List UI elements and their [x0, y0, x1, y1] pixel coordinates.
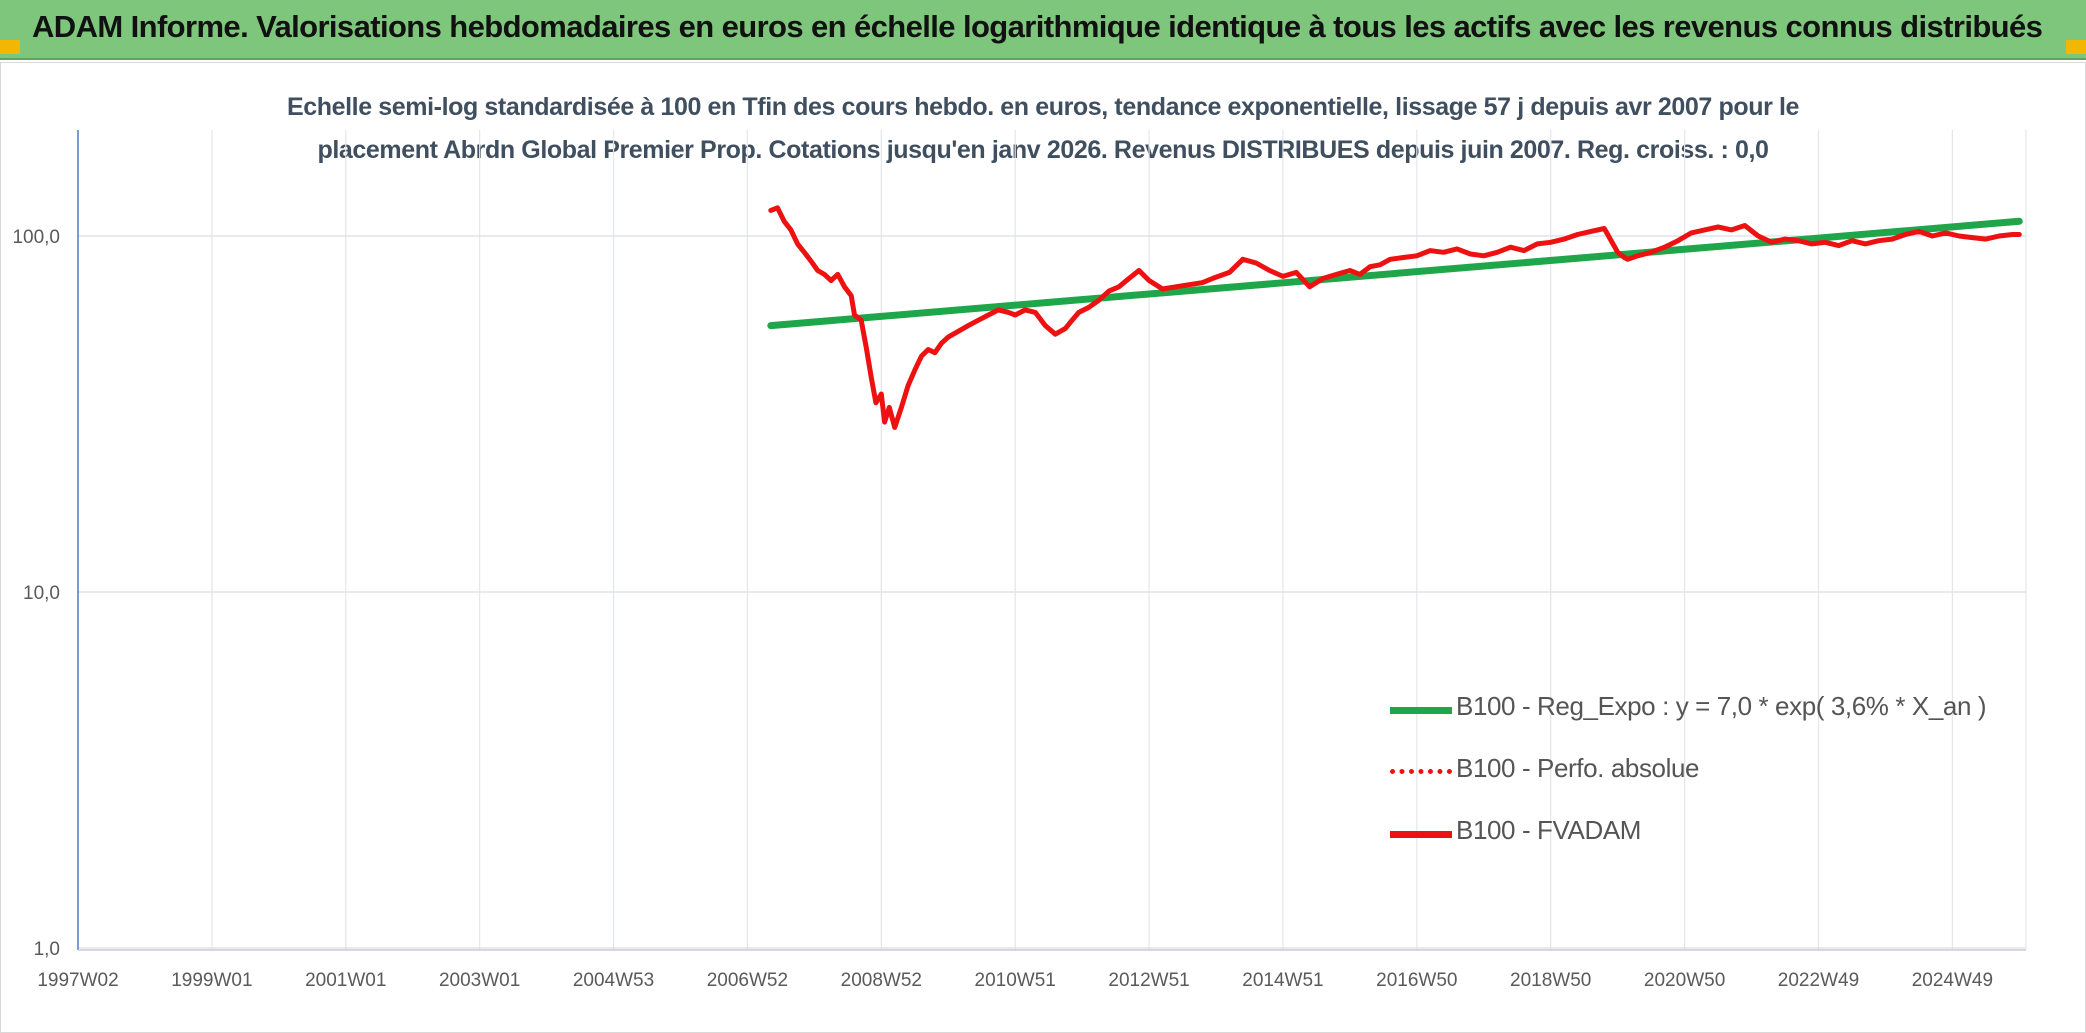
chart-title: Echelle semi-log standardisée à 100 en T…: [0, 86, 2086, 172]
x-tick-label: 2008W52: [841, 970, 922, 991]
fvadam-line: [768, 205, 2022, 430]
y-tick-label: 10,0: [23, 583, 60, 604]
x-tick-label: 2001W01: [305, 970, 386, 991]
x-tick-label: 2014W51: [1242, 970, 1323, 991]
report-title: ADAM Informe. Valorisations hebdomadaire…: [32, 9, 2043, 44]
chart-frame: [0, 62, 2086, 1033]
x-tick-label: 2012W51: [1108, 970, 1189, 991]
x-tick-label: 2006W52: [707, 970, 788, 991]
legend-label-trend: B100 - Reg_Expo : y = 7,0 * exp( 3,6% * …: [1456, 691, 1987, 721]
x-tick-label: 2003W01: [439, 970, 520, 991]
x-tick-label: 2004W53: [573, 970, 654, 991]
corner-marker-right: [2066, 40, 2086, 54]
y-tick-label: 1,0: [34, 939, 60, 960]
legend-label-perf: B100 - Perfo. absolue: [1456, 753, 1700, 783]
x-tick-label: 2010W51: [975, 970, 1056, 991]
legend-swatch-perf: [1390, 769, 1452, 774]
x-tick-label: 2024W49: [1912, 970, 1993, 991]
y-tick-label: 100,0: [12, 227, 60, 248]
x-tick-label: 2016W50: [1376, 970, 1457, 991]
x-tick-label: 2020W50: [1644, 970, 1725, 991]
trend-line: [767, 217, 2023, 330]
chart-title-line-1: Echelle semi-log standardisée à 100 en T…: [286, 93, 1800, 121]
x-tick-label: 2022W49: [1778, 970, 1859, 991]
legend-swatch-fvadam: [1390, 831, 1452, 838]
report-banner: ADAM Informe. Valorisations hebdomadaire…: [0, 0, 2086, 60]
legend-label-fvadam: B100 - FVADAM: [1456, 815, 1642, 845]
chart-title-line-2: placement Abrdn Global Premier Prop. Cot…: [317, 136, 1769, 164]
x-tick-label: 1999W01: [171, 970, 252, 991]
legend-swatch-trend: [1390, 707, 1452, 714]
corner-marker-left: [0, 40, 20, 54]
x-tick-label: 1997W02: [37, 970, 118, 991]
x-tick-label: 2018W50: [1510, 970, 1591, 991]
